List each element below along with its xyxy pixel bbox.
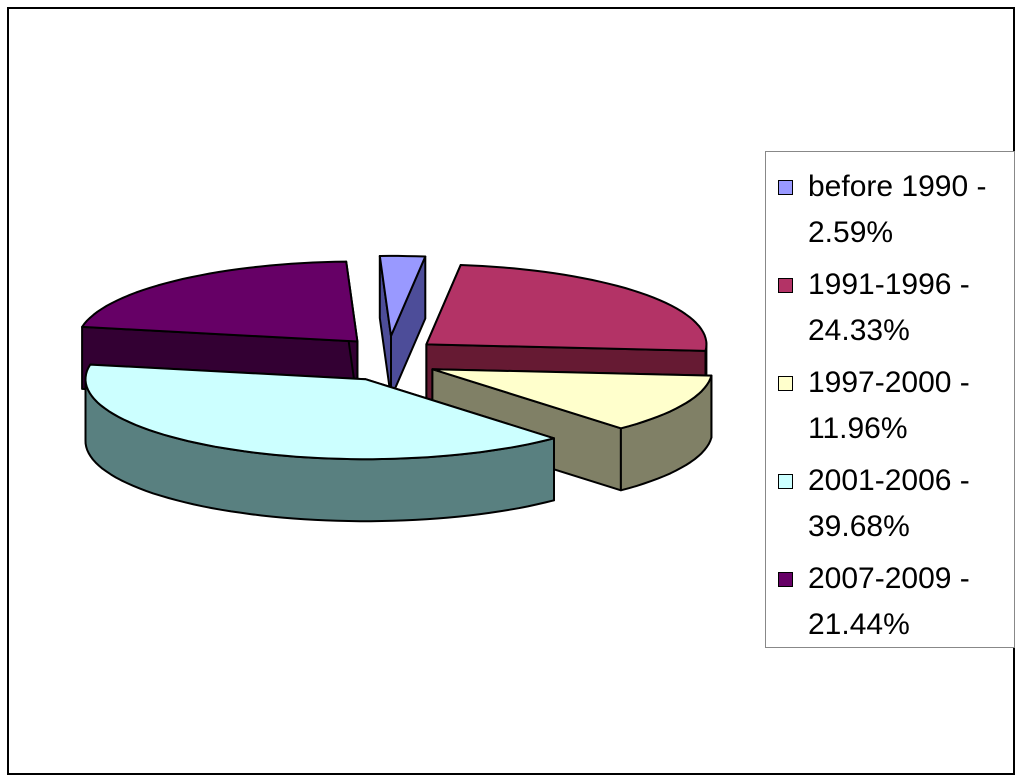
chart-frame: before 1990 - 2.59% 1991-1996 - 24.33% 1… bbox=[7, 7, 1015, 775]
pie-slice-1991-1996 bbox=[425, 264, 708, 352]
legend-swatch bbox=[778, 572, 793, 587]
legend-percent: 21.44% bbox=[808, 608, 910, 641]
legend-swatch bbox=[778, 180, 793, 195]
pie-slice-before-1990 bbox=[378, 254, 427, 337]
legend-percent: 11.96% bbox=[808, 412, 908, 445]
legend-label: 2001-2006 - bbox=[808, 464, 970, 497]
legend-label: 1997-2000 - bbox=[808, 366, 970, 399]
pie-slice-2001-2006 bbox=[84, 363, 555, 461]
pie-slice-1997-2000 bbox=[431, 368, 713, 430]
legend-swatch bbox=[778, 376, 793, 391]
pie-chart bbox=[81, 254, 713, 523]
legend-percent: 2.59% bbox=[808, 216, 894, 249]
legend: before 1990 - 2.59% 1991-1996 - 24.33% 1… bbox=[765, 151, 1015, 648]
legend-swatch bbox=[778, 474, 793, 489]
legend-label: 2007-2009 - bbox=[808, 562, 970, 595]
legend-label: before 1990 - bbox=[808, 170, 987, 203]
legend-label: 1991-1996 - bbox=[808, 268, 970, 301]
pie-slice-2007-2009 bbox=[81, 260, 359, 343]
legend-percent: 24.33% bbox=[808, 314, 910, 347]
legend-swatch bbox=[778, 278, 793, 293]
legend-percent: 39.68% bbox=[808, 510, 910, 543]
